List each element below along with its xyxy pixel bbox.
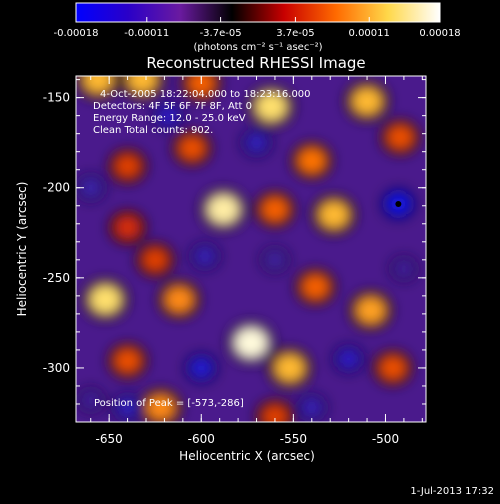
heatmap-blob (379, 355, 407, 380)
heatmap-blob (318, 201, 349, 229)
x-axis: -650 -600 -550 -500 (90, 76, 423, 446)
heatmap-blob (394, 260, 414, 278)
y-tick-label: -150 (43, 91, 70, 105)
colorbar-tick-label: 3.7e-05 (276, 28, 314, 39)
heatmap-blob (146, 394, 176, 421)
heatmap-blob (261, 197, 289, 222)
y-tick-label: -250 (43, 271, 70, 285)
heatmap-area (76, 76, 426, 422)
annotations: 4-Oct-2005 18:22:04.000 to 18:23:16.000 … (93, 89, 311, 409)
heatmap-blob (356, 296, 386, 324)
colorbar-tick-label: 0.00011 (349, 28, 390, 39)
heatmap-blob (262, 404, 288, 422)
heatmap-blob (255, 92, 288, 121)
heatmap-blob (187, 76, 215, 96)
heatmap-blob (245, 133, 268, 153)
heatmap-blob (352, 87, 383, 115)
heatmap-blob (83, 76, 114, 94)
heatmap-blob (116, 397, 139, 418)
heatmap-blob (207, 194, 240, 225)
heatmap-blob (114, 348, 141, 373)
x-tick-label: -600 (188, 432, 215, 446)
heatmap-blob (81, 391, 101, 409)
colorbar-tick-label: -0.00018 (54, 28, 99, 39)
chart-title: Reconstructed RHESSI Image (146, 54, 365, 72)
heatmap-blob (142, 248, 169, 272)
annotation-energy-range: Energy Range: 12.0 - 25.0 keV (93, 113, 246, 124)
heatmap-blob (194, 246, 216, 266)
colorbar-unit-label: (photons cm⁻² s⁻¹ asec⁻²) (193, 42, 322, 53)
colorbar-ticks: -0.00018 -0.00011 -3.7e-05 3.7e-05 0.00011 0.… (54, 17, 461, 39)
heatmap-blob (301, 398, 323, 418)
peak-marker (395, 200, 402, 207)
colorbar-tick-label: -3.7e-05 (200, 28, 242, 39)
heatmap-blob (337, 349, 360, 369)
plot-frame (75, 75, 427, 423)
heatmap-blob (178, 136, 206, 161)
heatmap-blob (115, 216, 141, 239)
x-tick-label: -650 (96, 432, 123, 446)
annotation-time-range: 4-Oct-2005 18:22:04.000 to 18:23:16.000 (100, 89, 311, 100)
y-tick-label: -200 (43, 181, 70, 195)
heatmap-blob (164, 286, 194, 313)
heatmap-blob (127, 76, 158, 94)
colorbar-tick-label: 0.00018 (419, 28, 460, 39)
y-axis: -150 -200 -250 -300 (43, 79, 426, 423)
y-axis-label: Heliocentric Y (arcsec) (15, 182, 29, 317)
colorbar: -0.00018 -0.00011 -3.7e-05 3.7e-05 0.00011 0.… (54, 2, 461, 53)
annotation-peak-position: Position of Peak = [-573,-286] (94, 398, 244, 409)
heatmap-blob (157, 105, 179, 126)
colorbar-tick-label: -0.00011 (124, 28, 169, 39)
heatmap-blob (297, 148, 326, 174)
heatmap-blob (301, 274, 330, 300)
heatmap-blob (265, 251, 285, 269)
colorbar-gradient (75, 2, 441, 23)
heatmap-blob (387, 125, 414, 150)
heatmap-blob (89, 285, 122, 314)
footer-timestamp: 1-Jul-2013 17:32 (410, 486, 494, 497)
heatmap-blob (189, 357, 213, 379)
x-axis-label: Heliocentric X (arcsec) (179, 449, 315, 463)
annotation-detectors: Detectors: 4F 5F 6F 7F 8F, Att 0 (93, 101, 252, 112)
x-tick-label: -550 (280, 432, 307, 446)
heatmap-blobs (76, 76, 421, 422)
heatmap-blob (274, 354, 305, 382)
annotation-counts: Clean Total counts: 902. (93, 125, 213, 136)
x-tick-label: -500 (372, 432, 399, 446)
heatmap-blob (114, 154, 141, 178)
heatmap-blob (80, 178, 101, 197)
heatmap-blob (234, 327, 268, 358)
y-tick-label: -300 (43, 361, 70, 375)
